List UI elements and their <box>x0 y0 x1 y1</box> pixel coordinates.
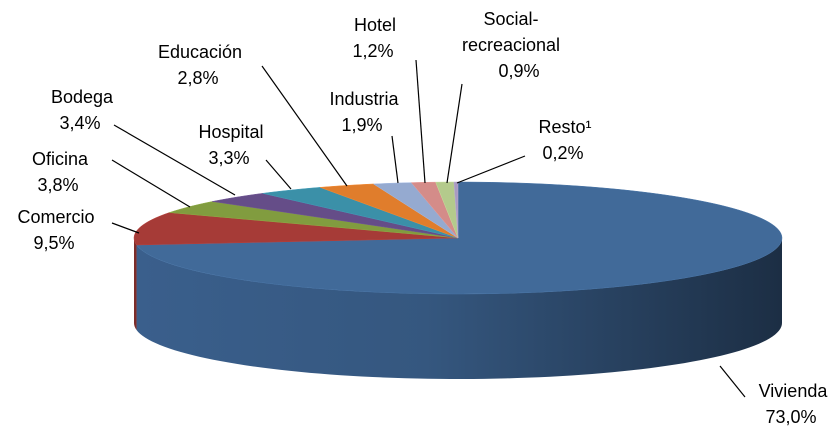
leader-line <box>113 124 236 196</box>
slice-label: Oficina <box>32 149 89 169</box>
pie-sides <box>134 238 783 379</box>
slice-label: Hotel <box>354 15 396 35</box>
leader-line <box>265 159 292 190</box>
slice-label: Educación <box>158 42 242 62</box>
value-label: 3,3% <box>208 148 249 168</box>
slice-label: Vivienda <box>759 381 829 401</box>
label-line: Hotel <box>354 15 396 35</box>
label-line: recreacional <box>462 35 560 55</box>
leader-line <box>391 135 399 184</box>
leader-line <box>111 159 191 208</box>
slice-side <box>134 238 137 331</box>
leader-line <box>719 365 746 398</box>
value-label: 1,2% <box>352 41 393 61</box>
value-label: 1,9% <box>341 115 382 135</box>
value-label: 3,8% <box>37 175 78 195</box>
slice-label: Social-recreacional <box>462 9 560 55</box>
slice <box>136 181 783 295</box>
label-line: Social- <box>483 9 538 29</box>
label-line: Comercio <box>17 207 94 227</box>
slice-label: Comercio <box>17 207 94 227</box>
value-label: 9,5% <box>33 233 74 253</box>
label-line: Industria <box>329 89 399 109</box>
leader-line <box>261 65 348 187</box>
slice-label: Resto¹ <box>538 117 591 137</box>
leader-line <box>456 155 526 184</box>
slice-label: Bodega <box>51 87 114 107</box>
leader-line <box>111 222 140 234</box>
value-label: 0,9% <box>498 61 539 81</box>
label-line: Resto¹ <box>538 117 591 137</box>
value-label: 0,2% <box>542 143 583 163</box>
slice <box>133 212 459 246</box>
label-line: Oficina <box>32 149 89 169</box>
slice <box>453 181 459 239</box>
leader-line <box>446 83 463 184</box>
label-line: Hospital <box>198 122 263 142</box>
value-label: 73,0% <box>765 407 816 427</box>
slice <box>212 193 459 239</box>
label-line: Bodega <box>51 87 114 107</box>
value-label: 2,8% <box>177 68 218 88</box>
slice-label: Hospital <box>198 122 263 142</box>
leader-line <box>415 59 426 184</box>
pie-top <box>133 181 783 295</box>
slice <box>262 187 459 239</box>
value-label: 3,4% <box>59 113 100 133</box>
slice-side <box>136 238 783 379</box>
slice-label: Industria <box>329 89 399 109</box>
label-line: Vivienda <box>759 381 829 401</box>
label-line: Educación <box>158 42 242 62</box>
